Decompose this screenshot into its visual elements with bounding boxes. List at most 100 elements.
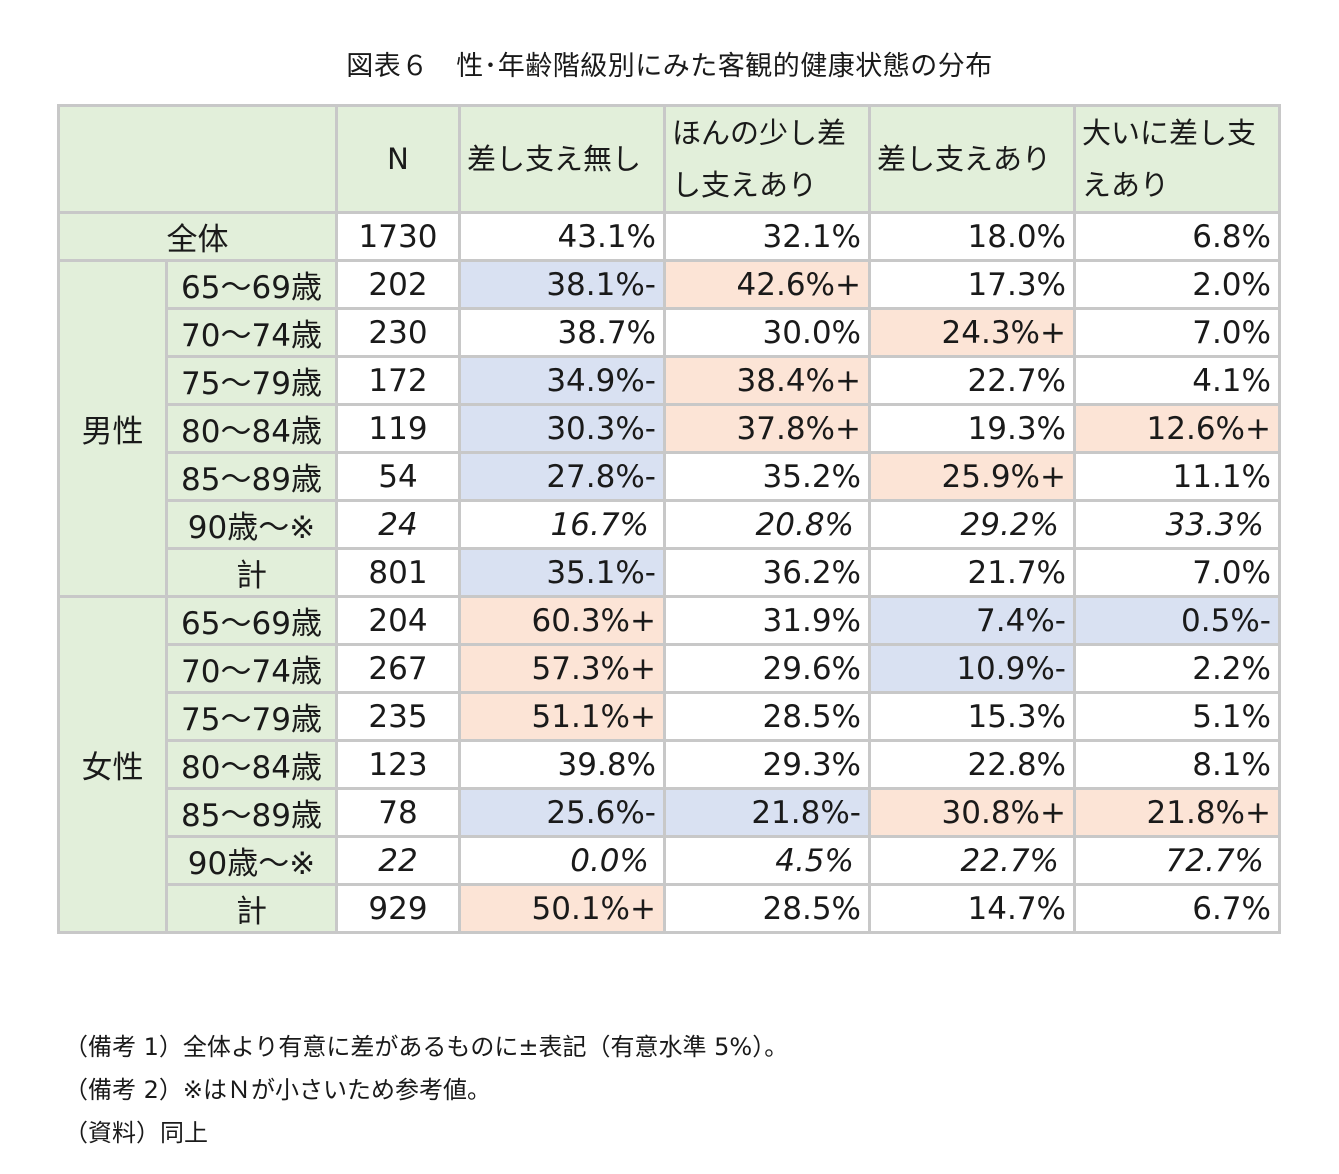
table-title: 図表６ 性･年齢階級別にみた客観的健康状態の分布 bbox=[346, 51, 993, 82]
table-row: 70～74歳 230 38.7% 30.0% 24.3%+ 7.0% bbox=[59, 307, 1281, 358]
value-cell: 20.8% bbox=[663, 499, 871, 550]
notes: （備考 1）全体より有意に差があるものに±表記（有意水準 5%）。 （備考 2）… bbox=[64, 1026, 788, 1155]
value-cell: 10.9%- bbox=[868, 643, 1076, 694]
value-cell: 51.1%+ bbox=[458, 691, 666, 742]
header-col-1: 差し支え無し bbox=[458, 104, 666, 214]
value-cell: 72.7% bbox=[1073, 835, 1281, 886]
value-cell: 38.7% bbox=[458, 307, 666, 358]
table-row: 85～89歳 78 25.6%- 21.8%- 30.8%+ 21.8%+ bbox=[59, 787, 1281, 838]
n-cell: 235 bbox=[335, 691, 461, 742]
total-value-2: 32.1% bbox=[663, 211, 871, 262]
value-cell: 36.2% bbox=[663, 547, 871, 598]
age-label: 90歳～※ bbox=[165, 835, 338, 886]
age-label: 85～89歳 bbox=[165, 451, 338, 502]
value-cell: 25.6%- bbox=[458, 787, 666, 838]
n-cell: 929 bbox=[335, 883, 461, 934]
table-row: 計 801 35.1%- 36.2% 21.7% 7.0% bbox=[59, 547, 1281, 598]
age-label: 80～84歳 bbox=[165, 739, 338, 790]
value-cell: 7.0% bbox=[1073, 307, 1281, 358]
age-label: 80～84歳 bbox=[165, 403, 338, 454]
value-cell: 60.3%+ bbox=[458, 595, 666, 646]
n-cell: 119 bbox=[335, 403, 461, 454]
age-label: 90歳～※ bbox=[165, 499, 338, 550]
value-cell: 15.3% bbox=[868, 691, 1076, 742]
value-cell: 38.1%- bbox=[458, 259, 666, 310]
value-cell: 28.5% bbox=[663, 691, 871, 742]
header-row: N 差し支え無し ほんの少し差し支えあり 差し支えあり 大いに差し支えあり bbox=[57, 104, 1281, 214]
value-cell: 33.3% bbox=[1073, 499, 1281, 550]
total-value-3: 18.0% bbox=[868, 211, 1076, 262]
n-cell: 230 bbox=[335, 307, 461, 358]
header-n: N bbox=[335, 104, 461, 214]
value-cell: 4.1% bbox=[1073, 355, 1281, 406]
age-label: 70～74歳 bbox=[165, 307, 338, 358]
n-cell: 267 bbox=[335, 643, 461, 694]
value-cell: 2.2% bbox=[1073, 643, 1281, 694]
n-cell: 204 bbox=[335, 595, 461, 646]
age-label: 75～79歳 bbox=[165, 691, 338, 742]
value-cell: 31.9% bbox=[663, 595, 871, 646]
age-label: 計 bbox=[165, 547, 338, 598]
value-cell: 24.3%+ bbox=[868, 307, 1076, 358]
value-cell: 22.7% bbox=[868, 835, 1076, 886]
group-label: 男性 bbox=[57, 259, 168, 598]
n-cell: 172 bbox=[335, 355, 461, 406]
n-cell: 24 bbox=[335, 499, 461, 550]
value-cell: 25.9%+ bbox=[868, 451, 1076, 502]
table-row: 75～79歳 172 34.9%- 38.4%+ 22.7% 4.1% bbox=[59, 355, 1281, 406]
value-cell: 29.6% bbox=[663, 643, 871, 694]
note-3: （資料）同上 bbox=[64, 1119, 208, 1147]
value-cell: 21.8%- bbox=[663, 787, 871, 838]
total-row: 全体 1730 43.1% 32.1% 18.0% 6.8% bbox=[57, 211, 1281, 262]
n-cell: 202 bbox=[335, 259, 461, 310]
table-row: 女性 65～69歳 204 60.3%+ 31.9% 7.4%- 0.5%- bbox=[57, 595, 1281, 934]
value-cell: 28.5% bbox=[663, 883, 871, 934]
n-cell: 801 bbox=[335, 547, 461, 598]
header-col-2: ほんの少し差し支えあり bbox=[663, 104, 871, 214]
note-1: （備考 1）全体より有意に差があるものに±表記（有意水準 5%）。 bbox=[64, 1033, 789, 1061]
value-cell: 0.0% bbox=[458, 835, 666, 886]
value-cell: 34.9%- bbox=[458, 355, 666, 406]
table-row: 70～74歳 267 57.3%+ 29.6% 10.9%- 2.2% bbox=[59, 643, 1281, 694]
value-cell: 11.1% bbox=[1073, 451, 1281, 502]
header-corner bbox=[57, 104, 338, 214]
value-cell: 7.4%- bbox=[868, 595, 1076, 646]
value-cell: 38.4%+ bbox=[663, 355, 871, 406]
value-cell: 35.1%- bbox=[458, 547, 666, 598]
value-cell: 22.8% bbox=[868, 739, 1076, 790]
group-label: 女性 bbox=[57, 595, 168, 934]
table-row: 80～84歳 123 39.8% 29.3% 22.8% 8.1% bbox=[59, 739, 1281, 790]
value-cell: 29.2% bbox=[868, 499, 1076, 550]
value-cell: 27.8%- bbox=[458, 451, 666, 502]
value-cell: 8.1% bbox=[1073, 739, 1281, 790]
total-n: 1730 bbox=[335, 211, 461, 262]
n-cell: 78 bbox=[335, 787, 461, 838]
value-cell: 0.5%- bbox=[1073, 595, 1281, 646]
total-label: 全体 bbox=[57, 211, 338, 262]
n-cell: 22 bbox=[335, 835, 461, 886]
age-label: 計 bbox=[165, 883, 338, 934]
value-cell: 30.0% bbox=[663, 307, 871, 358]
value-cell: 50.1%+ bbox=[458, 883, 666, 934]
value-cell: 16.7% bbox=[458, 499, 666, 550]
age-label: 75～79歳 bbox=[165, 355, 338, 406]
table-row: 計 929 50.1%+ 28.5% 14.7% 6.7% bbox=[59, 883, 1281, 934]
table-row: 男性 65～69歳 202 38.1%- 42.6%+ 17.3% 2.0% bbox=[57, 259, 1281, 598]
value-cell: 22.7% bbox=[868, 355, 1076, 406]
value-cell: 37.8%+ bbox=[663, 403, 871, 454]
table-row: 85～89歳 54 27.8%- 35.2% 25.9%+ 11.1% bbox=[59, 451, 1281, 502]
value-cell: 6.7% bbox=[1073, 883, 1281, 934]
value-cell: 19.3% bbox=[868, 403, 1076, 454]
value-cell: 14.7% bbox=[868, 883, 1076, 934]
age-label: 85～89歳 bbox=[165, 787, 338, 838]
n-cell: 54 bbox=[335, 451, 461, 502]
table-row: 90歳～※ 24 16.7% 20.8% 29.2% 33.3% bbox=[59, 499, 1281, 550]
value-cell: 39.8% bbox=[458, 739, 666, 790]
value-cell: 7.0% bbox=[1073, 547, 1281, 598]
value-cell: 57.3%+ bbox=[458, 643, 666, 694]
table-row: 80～84歳 119 30.3%- 37.8%+ 19.3% 12.6%+ bbox=[59, 403, 1281, 454]
value-cell: 12.6%+ bbox=[1073, 403, 1281, 454]
value-cell: 35.2% bbox=[663, 451, 871, 502]
value-cell: 21.8%+ bbox=[1073, 787, 1281, 838]
age-label: 70～74歳 bbox=[165, 643, 338, 694]
